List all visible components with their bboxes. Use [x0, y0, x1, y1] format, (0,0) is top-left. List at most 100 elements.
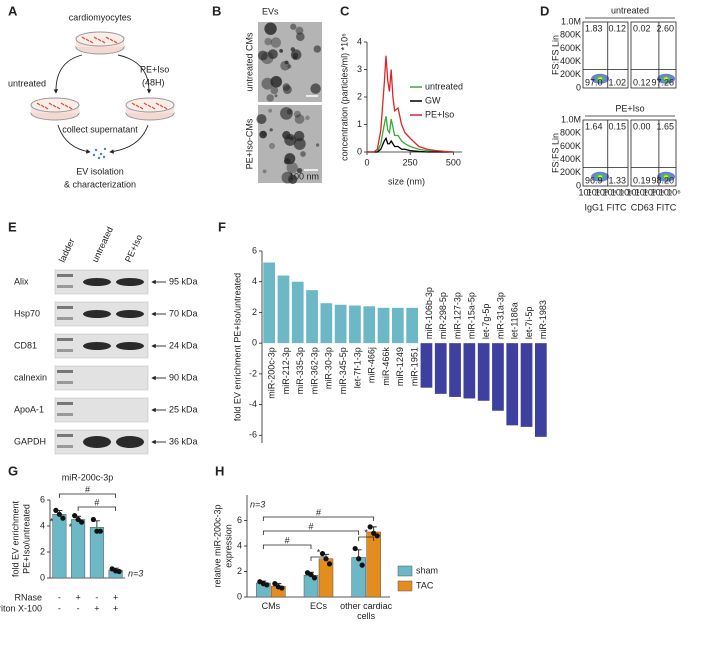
vesicle	[288, 174, 298, 184]
vesicle	[261, 77, 274, 90]
data-point	[367, 524, 373, 530]
x-tick-label: 10¹	[578, 187, 591, 197]
y-tick-label: 4	[40, 520, 45, 530]
ev-dot	[99, 152, 103, 156]
x-tick-label: 10²	[587, 187, 600, 197]
quadrant-value: 0.00	[633, 121, 651, 131]
error-bar	[93, 520, 100, 528]
protein-label: calnexin	[14, 372, 47, 382]
y-tick-label: 2	[357, 91, 362, 101]
label: collect supernatant	[62, 124, 138, 134]
y-tick-label: 600K	[560, 43, 581, 53]
y-tick-label: -2	[249, 368, 257, 378]
bracket	[262, 530, 360, 535]
panel-label: G	[8, 463, 18, 478]
vesicle	[270, 37, 282, 48]
data-point	[319, 551, 326, 557]
data-point	[90, 516, 96, 523]
x-tick-label: ECs	[309, 601, 327, 611]
protein-label: ApoA-1	[14, 404, 44, 414]
cell	[68, 106, 73, 110]
x-tick-label: 250	[403, 157, 418, 167]
protein-label: Hsp70	[14, 308, 40, 318]
y-tick-label: 0	[237, 591, 242, 601]
x-tick-label: miR-127-3p	[452, 292, 462, 339]
cell	[85, 38, 90, 42]
axis-label: FS:FS Lin	[550, 133, 560, 173]
ladder-band	[57, 370, 73, 373]
size-label: 36 kDa	[169, 436, 198, 446]
label: EVs	[262, 6, 279, 16]
series-line	[367, 55, 454, 153]
data-point	[308, 572, 314, 578]
y-tick-label: 400K	[560, 154, 581, 164]
legend-label: sham	[416, 565, 438, 575]
vesicle	[284, 134, 297, 146]
data-point	[356, 556, 362, 562]
axis-label: expression	[223, 524, 233, 568]
bar	[89, 527, 104, 579]
bar	[506, 343, 519, 426]
vesicle	[315, 143, 320, 147]
x-tick-label: miR-106b-3p	[424, 287, 434, 339]
vesicle	[280, 107, 293, 120]
ladder-band	[57, 306, 73, 309]
vesicle	[268, 142, 276, 150]
row-label: PE+Iso-CMs	[244, 118, 254, 169]
data-point	[272, 581, 278, 587]
data-point	[374, 533, 380, 539]
bar	[277, 275, 290, 344]
significance: *	[364, 527, 368, 537]
axis-label: fold EV enrichment PE+Iso/untreated	[232, 273, 242, 421]
quadrant-value: 0.19	[633, 175, 651, 185]
vesicle	[293, 137, 306, 150]
ladder-band	[57, 338, 73, 341]
cell	[131, 102, 136, 106]
quadrant-value: 1.83	[585, 23, 603, 33]
significance: #	[85, 484, 90, 494]
row-value: -	[58, 592, 61, 602]
ev-dot	[92, 153, 96, 157]
ladder-band	[57, 445, 73, 448]
bracket	[262, 544, 312, 549]
data-point	[311, 575, 318, 581]
arrow	[117, 54, 152, 94]
x-tick-label: miR-298-5p	[438, 292, 448, 339]
y-tick-label: 1	[357, 119, 362, 129]
bar	[391, 307, 404, 344]
x-tick-label: miR-31a-3p	[495, 292, 505, 339]
size-label: 24 kDa	[169, 340, 198, 350]
x-tick-label: other cardiac cells	[340, 601, 393, 621]
size-label: 25 kDa	[169, 404, 198, 414]
series-line	[367, 116, 454, 153]
x-tick-label: 10²	[635, 187, 648, 197]
bar	[420, 343, 433, 388]
data-point	[72, 513, 78, 519]
x-tick-label: let-7f-1-3p	[352, 347, 362, 388]
band	[83, 342, 111, 350]
vesicle	[284, 60, 289, 65]
arrow	[57, 124, 91, 154]
x-tick-label: 0	[364, 157, 369, 167]
cell	[155, 102, 160, 106]
x-tick-label: 10¹	[626, 187, 639, 197]
cluster	[664, 77, 669, 81]
x-tick-label: miR-15a-5p	[467, 292, 477, 339]
data-point	[97, 528, 103, 534]
row-value: +	[113, 592, 118, 602]
legend-swatch	[397, 580, 413, 592]
bracket	[58, 493, 117, 498]
protein-label: Alix	[14, 276, 29, 286]
x-tick-label: let-7g-5p	[481, 304, 491, 340]
y-tick-label: 6	[40, 494, 45, 504]
legend-swatch	[397, 565, 413, 577]
label: EV isolation	[76, 166, 124, 176]
bar	[449, 343, 461, 397]
y-tick-label: 1.0M	[561, 114, 581, 124]
cluster	[664, 175, 669, 179]
vesicle	[264, 37, 272, 46]
ladder-band	[57, 349, 73, 352]
quadrant-value: 1.65	[656, 121, 674, 131]
x-tick-label: 10³	[595, 187, 608, 197]
